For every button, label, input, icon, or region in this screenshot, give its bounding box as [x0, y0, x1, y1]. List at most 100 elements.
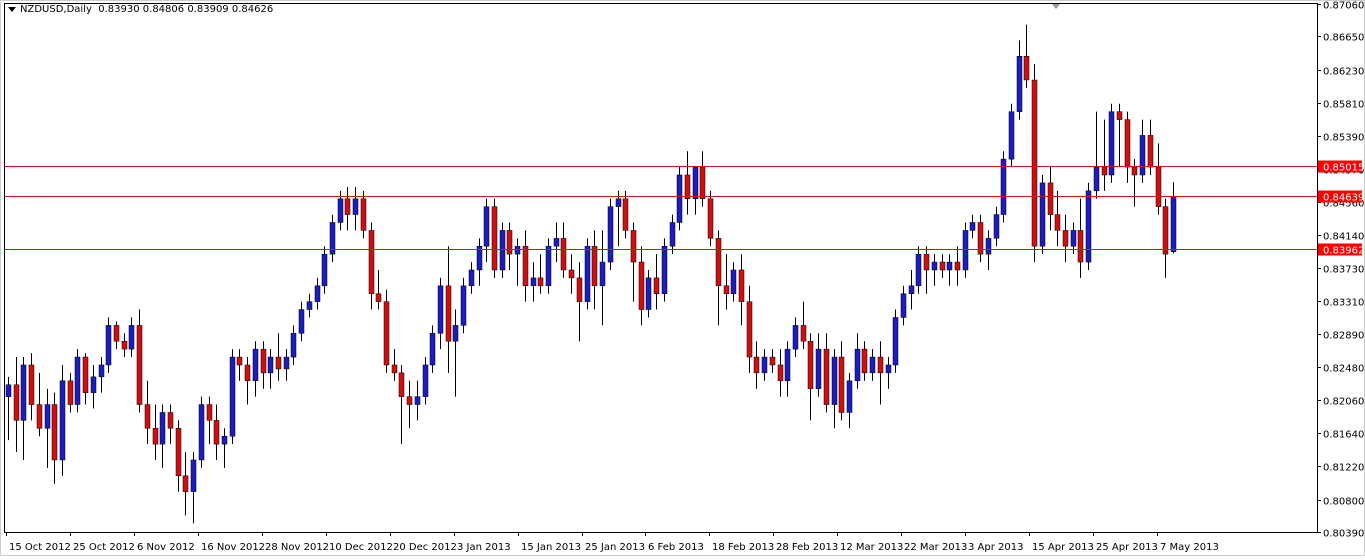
- candle: [406, 380, 413, 429]
- candle: [221, 428, 228, 468]
- candle-body: [67, 380, 74, 405]
- candle-body: [838, 356, 845, 413]
- candle: [792, 317, 799, 358]
- candle-body: [337, 198, 344, 223]
- candle-body: [1070, 230, 1077, 247]
- candle-body: [537, 277, 544, 287]
- candle-body: [144, 404, 151, 429]
- candle-body: [5, 384, 12, 397]
- level-line[interactable]: 0.83962: [5, 243, 1364, 257]
- candle: [105, 317, 112, 373]
- candle: [198, 396, 205, 468]
- candle-body: [298, 309, 305, 334]
- candle: [20, 357, 27, 460]
- candle-body: [236, 356, 243, 366]
- candle-body: [506, 230, 513, 255]
- candle: [422, 357, 429, 405]
- candle-body: [599, 261, 606, 287]
- candle-body: [360, 198, 367, 231]
- candle-body: [182, 475, 189, 492]
- y-tick-label: 0.83310: [1323, 298, 1364, 309]
- level-lines[interactable]: 0.85015 0.84639 0.83962: [5, 160, 1364, 257]
- candle: [213, 404, 220, 460]
- candle: [877, 341, 884, 405]
- candle: [946, 254, 953, 286]
- candle: [1131, 159, 1138, 207]
- candle: [699, 151, 706, 207]
- candle-body: [499, 230, 506, 271]
- candle: [452, 309, 459, 397]
- candle: [260, 341, 267, 389]
- candle-body: [861, 348, 868, 374]
- x-tick-label: 28 Feb 2013: [776, 542, 838, 553]
- candle-body: [213, 420, 220, 445]
- candle: [236, 349, 243, 381]
- candle-body: [44, 404, 51, 429]
- candle: [1108, 103, 1115, 183]
- candle: [437, 277, 444, 350]
- x-tick-label: 25 Apr 2013: [1096, 542, 1158, 553]
- candle: [1085, 182, 1092, 270]
- candle: [167, 404, 174, 445]
- candle-body: [1155, 166, 1162, 207]
- candle-body: [1016, 55, 1023, 112]
- candle: [144, 380, 151, 445]
- candle: [159, 404, 166, 468]
- candle: [1162, 198, 1169, 278]
- y-tick-label: 0.82480: [1323, 364, 1364, 375]
- candle: [939, 254, 946, 278]
- collapse-triangle-icon[interactable]: [8, 6, 16, 12]
- candle-body: [784, 348, 791, 382]
- candle-body: [167, 412, 174, 429]
- candle: [175, 420, 182, 492]
- candle: [82, 353, 89, 405]
- level-line[interactable]: 0.84639: [5, 190, 1364, 204]
- candle-body: [846, 380, 853, 413]
- candle-body: [622, 198, 629, 231]
- candle-body: [267, 356, 274, 374]
- candle: [1047, 167, 1054, 231]
- candle-body: [1170, 196, 1177, 253]
- candle-body: [1008, 111, 1015, 160]
- candle-body: [530, 277, 537, 287]
- y-tick-label: 0.81220: [1323, 463, 1364, 474]
- candle-body: [1047, 182, 1054, 215]
- y-tick-label: 0.85810: [1323, 100, 1364, 111]
- candle-body: [406, 396, 413, 405]
- candle-body: [753, 356, 760, 374]
- candle-body: [946, 261, 953, 271]
- candle-body: [13, 384, 20, 421]
- x-tick-label: 22 Mar 2013: [904, 542, 967, 553]
- ohlc-readout: 0.83930 0.84806 0.83909 0.84626: [98, 4, 274, 15]
- candle: [368, 222, 375, 310]
- candle: [692, 166, 699, 215]
- candle: [715, 230, 722, 326]
- candle-body: [344, 198, 351, 215]
- candle-body: [128, 325, 135, 350]
- candle: [314, 277, 321, 310]
- candle: [784, 341, 791, 397]
- candle-body: [993, 214, 1000, 239]
- candle-body: [777, 364, 784, 382]
- candle: [267, 349, 274, 389]
- candle-body: [885, 364, 892, 374]
- candle: [344, 186, 351, 231]
- candle: [275, 333, 282, 381]
- candle-body: [630, 230, 637, 263]
- candle: [429, 325, 436, 373]
- candle: [1062, 214, 1069, 263]
- y-tick-label: 0.86650: [1323, 33, 1364, 44]
- candle: [777, 349, 784, 397]
- candle: [1116, 103, 1123, 168]
- x-tick-label: 6 Feb 2013: [648, 542, 704, 553]
- level-line[interactable]: 0.85015: [5, 160, 1364, 174]
- candle-body: [831, 356, 838, 405]
- candle: [707, 190, 714, 247]
- candle-body: [954, 261, 961, 271]
- candles: [5, 24, 1177, 524]
- candle: [993, 206, 1000, 247]
- y-tick-label: 0.84140: [1323, 232, 1364, 243]
- candle-body: [275, 356, 282, 370]
